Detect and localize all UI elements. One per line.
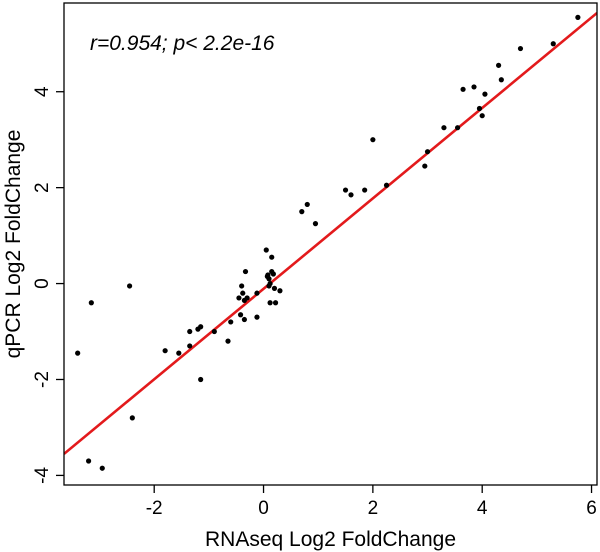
data-point [348, 192, 354, 198]
data-point [240, 290, 246, 296]
data-point [266, 276, 272, 282]
data-point [383, 182, 390, 188]
y-axis: -4 -2 0 2 4 [32, 86, 64, 484]
data-point [162, 348, 168, 354]
data-point [198, 324, 204, 330]
regression-line [64, 11, 597, 455]
x-tick-label: 6 [586, 498, 597, 519]
data-point [496, 62, 502, 68]
data-point [550, 41, 556, 47]
data-point [239, 283, 245, 289]
data-point [482, 91, 488, 97]
x-tick-label: -2 [146, 498, 163, 519]
data-point [86, 458, 92, 464]
regression-layer [64, 11, 597, 455]
x-tick-label: 2 [368, 498, 379, 519]
y-tick-label: -4 [32, 467, 53, 484]
data-point [241, 316, 247, 323]
data-point [476, 105, 483, 112]
y-axis-label: qPCR Log2 FoldChange [2, 130, 25, 359]
data-point [88, 300, 94, 306]
data-point [460, 86, 466, 92]
data-points [75, 14, 581, 471]
data-point [479, 113, 485, 119]
data-point [422, 163, 428, 169]
data-point [225, 338, 231, 344]
data-point [99, 465, 105, 471]
data-point [187, 328, 193, 335]
data-point [270, 271, 276, 277]
data-point [272, 300, 279, 306]
data-point [342, 187, 349, 193]
data-point [127, 283, 133, 289]
data-point [267, 280, 273, 287]
data-point [575, 14, 581, 20]
y-tick-label: -2 [32, 371, 53, 388]
data-point [277, 288, 283, 294]
y-tick-label: 0 [32, 278, 53, 289]
plot-frame [63, 2, 598, 486]
data-point [517, 45, 524, 52]
data-point [498, 77, 504, 83]
data-point [236, 295, 242, 301]
y-tick-label: 4 [32, 86, 53, 97]
x-axis-label: RNAseq Log2 FoldChange [205, 528, 456, 551]
data-point [176, 350, 182, 356]
data-point [271, 285, 278, 291]
x-tick-label: 4 [477, 498, 488, 519]
data-point [424, 149, 431, 155]
x-axis: -2 0 2 4 6 [146, 485, 597, 519]
data-point [267, 300, 273, 306]
data-point [242, 268, 249, 275]
y-tick-label: 2 [32, 182, 53, 193]
data-point [304, 201, 310, 208]
correlation-annotation: r=0.954; p< 2.2e-16 [90, 32, 275, 55]
data-point [254, 314, 260, 320]
data-point [228, 319, 234, 325]
data-point [129, 415, 135, 421]
data-point [269, 254, 275, 260]
data-point [211, 328, 217, 335]
data-point [312, 221, 319, 227]
data-point [198, 376, 204, 383]
data-point [455, 125, 461, 131]
data-point [75, 350, 81, 356]
data-point [244, 295, 250, 301]
data-point [362, 187, 368, 193]
data-point [471, 84, 477, 90]
data-point [187, 343, 193, 349]
data-point [441, 125, 447, 131]
data-point [254, 290, 260, 296]
data-point [263, 247, 269, 253]
x-tick-label: 0 [258, 498, 269, 519]
data-point [370, 137, 376, 143]
data-point [237, 312, 244, 318]
data-point [299, 209, 305, 215]
